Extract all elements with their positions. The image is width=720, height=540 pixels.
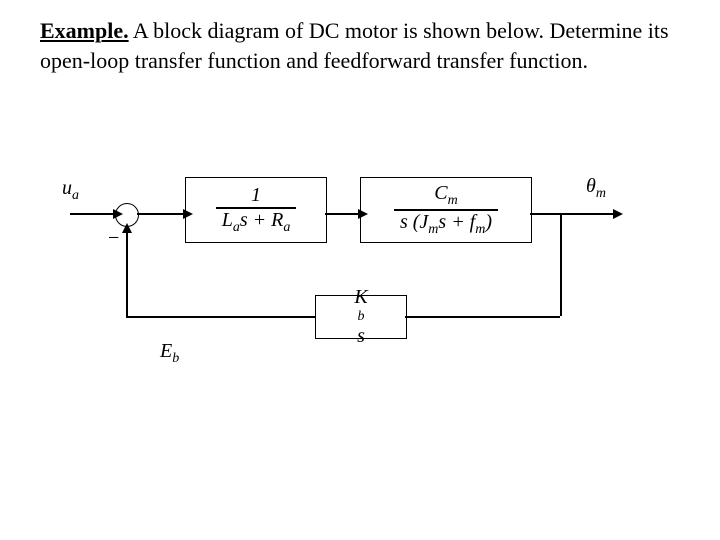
wire bbox=[325, 213, 360, 215]
feedback-block: Kb s bbox=[315, 295, 407, 339]
wire bbox=[70, 213, 115, 215]
minus-sign: − bbox=[108, 227, 119, 250]
title: Example. bbox=[40, 18, 129, 43]
output-label: θm bbox=[586, 175, 606, 202]
wire bbox=[405, 316, 560, 318]
arrowhead-icon bbox=[613, 209, 623, 219]
wire bbox=[126, 225, 128, 316]
wire bbox=[530, 213, 615, 215]
problem-text: Example. A block diagram of DC motor is … bbox=[40, 16, 680, 75]
block-diagram: ua θm Eb − 1Las + Ra Cms (Jms + fm) Kb s bbox=[60, 165, 620, 365]
feedback-label: Eb bbox=[160, 340, 179, 367]
forward-block-1: 1Las + Ra bbox=[185, 177, 327, 243]
wire bbox=[126, 316, 315, 318]
arrowhead-icon bbox=[358, 209, 368, 219]
wire bbox=[560, 213, 562, 316]
arrowhead-icon bbox=[122, 223, 132, 233]
body-text: A block diagram of DC motor is shown bel… bbox=[40, 18, 669, 73]
arrowhead-icon bbox=[113, 209, 123, 219]
wire bbox=[137, 213, 185, 215]
input-label: ua bbox=[62, 177, 79, 204]
arrowhead-icon bbox=[183, 209, 193, 219]
forward-block-2: Cms (Jms + fm) bbox=[360, 177, 532, 243]
